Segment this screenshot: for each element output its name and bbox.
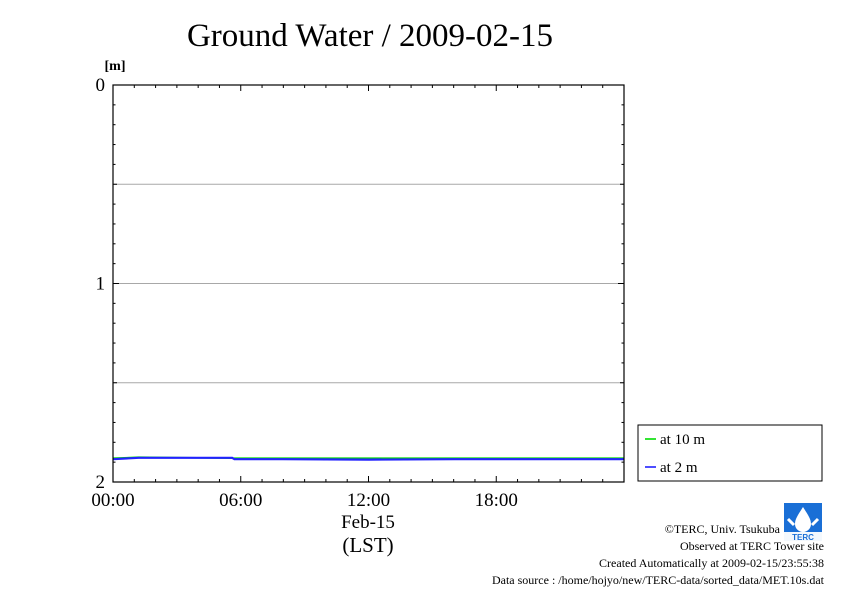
credit-observed: Observed at TERC Tower site — [679, 539, 824, 553]
x-tick-label: 18:00 — [475, 490, 518, 511]
terc-logo: TERC — [784, 503, 822, 542]
y-tick-label: 2 — [96, 472, 106, 493]
y-axis-unit: [m] — [105, 59, 126, 74]
legend-entry: at 10 m — [660, 432, 705, 448]
legend-entry: at 2 m — [660, 460, 698, 476]
y-axis: 0 1 2 — [96, 75, 624, 493]
legend-box — [637, 424, 823, 482]
credit-source: Data source : /home/hojyo/new/TERC-data/… — [491, 573, 824, 587]
x-axis: 00:00 06:00 12:00 18:00 — [91, 85, 625, 511]
credit-copyright: ©TERC, Univ. Tsukuba — [664, 522, 780, 536]
chart-title: Ground Water / 2009-02-15 — [187, 18, 553, 54]
gridlines — [113, 183, 624, 384]
svg-text:TERC: TERC — [792, 533, 814, 541]
credit-created: Created Automatically at 2009-02-15/23:5… — [599, 556, 824, 570]
x-tick-label: 00:00 — [91, 490, 134, 511]
x-axis-date-label: Feb-15 — [341, 512, 395, 533]
x-tick-label: 06:00 — [219, 490, 262, 511]
x-axis-label: (LST) — [342, 533, 393, 557]
y-tick-label: 0 — [96, 75, 106, 96]
series-line-at-2m — [112, 456, 624, 461]
y-tick-label: 1 — [96, 274, 106, 295]
x-tick-label: 12:00 — [347, 490, 390, 511]
series-layer — [112, 456, 624, 461]
legend: at 10 m at 2 m — [637, 424, 823, 482]
